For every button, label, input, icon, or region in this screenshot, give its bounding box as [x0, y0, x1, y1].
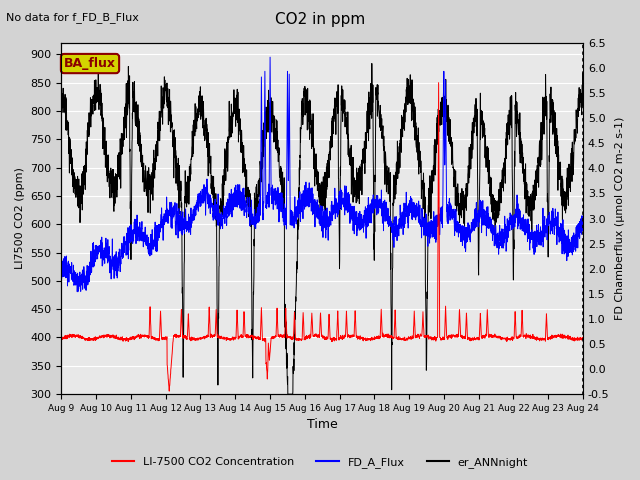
X-axis label: Time: Time	[307, 419, 337, 432]
Text: No data for f_FD_B_Flux: No data for f_FD_B_Flux	[6, 12, 140, 23]
Text: BA_flux: BA_flux	[64, 57, 116, 70]
Legend: LI-7500 CO2 Concentration, FD_A_Flux, er_ANNnight: LI-7500 CO2 Concentration, FD_A_Flux, er…	[108, 452, 532, 472]
Text: CO2 in ppm: CO2 in ppm	[275, 12, 365, 27]
Y-axis label: LI7500 CO2 (ppm): LI7500 CO2 (ppm)	[15, 168, 25, 269]
Y-axis label: FD Chamberflux (μmol CO2 m-2 s-1): FD Chamberflux (μmol CO2 m-2 s-1)	[615, 117, 625, 320]
